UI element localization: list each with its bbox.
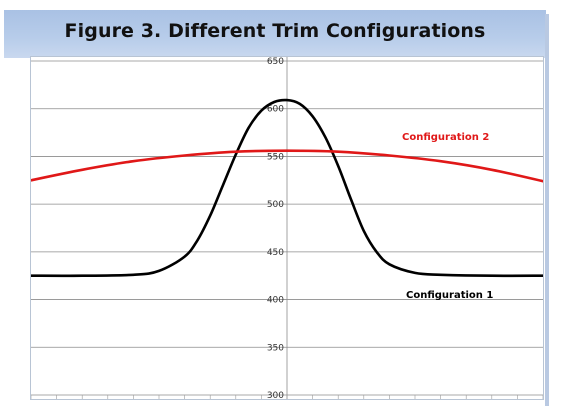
y-tick-label-650: 650 [267, 57, 284, 67]
y-tick-label-400: 400 [267, 296, 284, 306]
y-tick-label-500: 500 [267, 200, 284, 210]
chart-title: Figure 3. Different Trim Configurations [64, 20, 486, 42]
plot-area: 300 350 400 450 500 550 600 650 Configuration 1 C… [30, 56, 544, 400]
chart-svg: 300 350 400 450 500 550 600 650 Configuration 1 C… [31, 57, 543, 399]
y-tick-label-550: 550 [267, 152, 284, 162]
series-label-2: Configuration 2 [402, 132, 489, 143]
y-tick-label-600: 600 [267, 105, 284, 115]
frame-shadow [545, 14, 549, 406]
title-band [4, 10, 546, 58]
y-tick-label-300: 300 [267, 391, 284, 399]
y-tick-label-350: 350 [267, 343, 284, 353]
series-label-1: Configuration 1 [406, 290, 493, 301]
y-tick-label-450: 450 [267, 248, 284, 258]
series-line-1 [31, 98, 543, 278]
series-line-2 [31, 149, 543, 183]
